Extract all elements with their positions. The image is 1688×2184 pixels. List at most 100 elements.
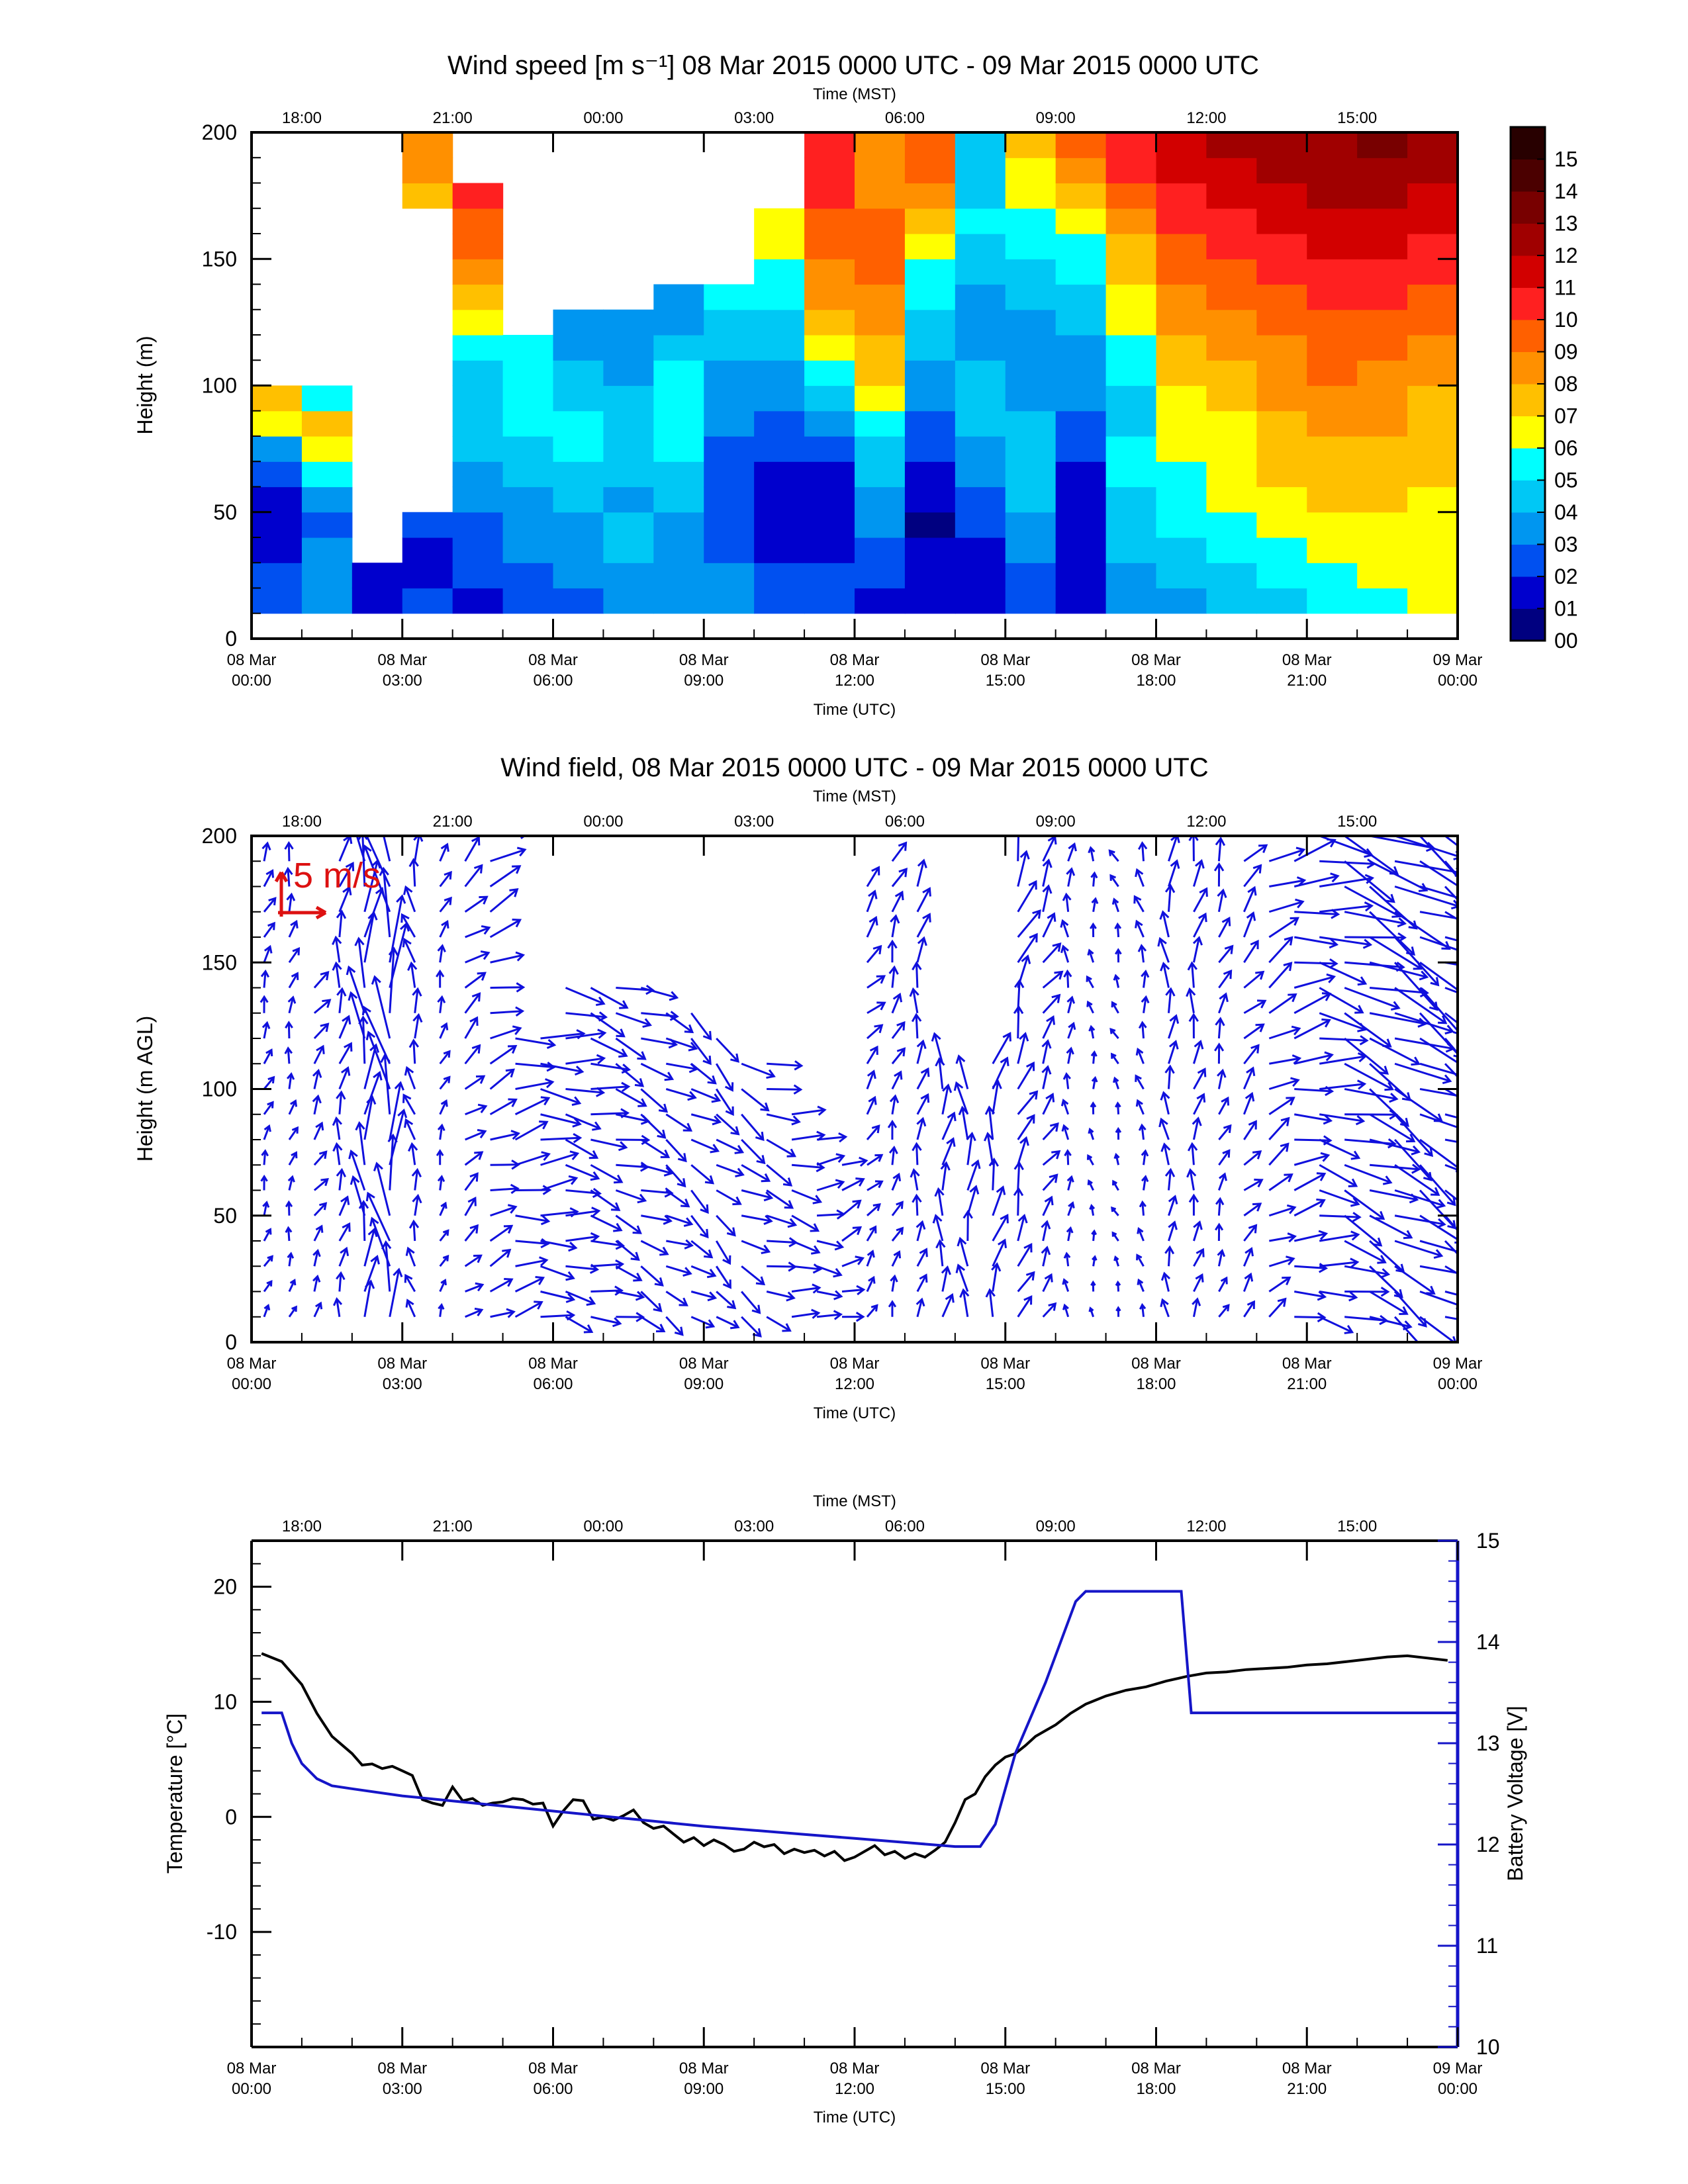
wind-arrow-head <box>724 1082 734 1092</box>
wind-speed-cell <box>704 335 755 361</box>
wind-arrow <box>1393 936 1439 986</box>
wind-arrow-head <box>1041 1246 1051 1255</box>
wind-arrow-head <box>469 1224 479 1234</box>
wind-arrow <box>1192 1118 1199 1140</box>
wind-speed-cell <box>1407 563 1458 589</box>
wind-speed-cell <box>452 183 504 209</box>
wind-arrow-head <box>1429 1001 1438 1011</box>
wind-arrow <box>816 1265 841 1276</box>
wind-arrow <box>439 1279 446 1293</box>
wind-speed-xlabel: Time (UTC) <box>814 701 896 719</box>
wind-arrow-head <box>404 1066 414 1076</box>
x-tick-label-date: 09 Mar <box>1433 651 1483 669</box>
wind-speed-cell <box>1407 436 1458 462</box>
wind-arrow <box>465 1283 483 1293</box>
y-tick-label: 100 <box>202 1077 237 1101</box>
wind-field-arrows <box>259 836 1511 1342</box>
wind-arrow-head <box>394 1081 404 1091</box>
wind-arrow-head <box>292 947 301 956</box>
wind-speed-cell <box>955 132 1006 158</box>
wind-arrow-head <box>888 1300 897 1308</box>
wind-arrow <box>1243 971 1264 989</box>
wind-arrow-head <box>348 991 358 1001</box>
wind-arrow <box>414 1015 420 1039</box>
wind-arrow-head <box>1320 1152 1331 1162</box>
wind-arrow-head <box>1019 850 1030 860</box>
wind-arrow <box>690 1012 712 1040</box>
wind-arrow <box>1042 913 1055 938</box>
wind-arrow <box>515 1153 549 1166</box>
wind-speed-cell <box>1206 309 1257 336</box>
wind-arrow-head <box>922 913 931 923</box>
wind-arrow <box>916 913 931 938</box>
wind-speed-cell <box>754 309 805 336</box>
wind-arrow-head <box>1246 1300 1256 1309</box>
wind-arrow-head <box>440 1022 449 1030</box>
wind-speed-cell <box>452 335 504 361</box>
wind-arrow-head <box>1430 1187 1440 1196</box>
wind-arrow <box>403 938 416 963</box>
wind-arrow-head <box>1214 1042 1225 1052</box>
wind-arrow-head <box>810 1223 820 1232</box>
wind-arrow-head <box>1221 916 1231 927</box>
wind-arrow <box>1419 1316 1456 1342</box>
wind-speed-cell <box>904 259 956 285</box>
wind-arrow <box>489 865 520 887</box>
wind-arrow <box>640 1163 673 1175</box>
wind-speed-cell <box>1256 588 1307 614</box>
wind-arrow <box>791 1214 819 1232</box>
wind-arrow-head <box>1411 1163 1421 1174</box>
wind-arrow <box>288 1176 294 1191</box>
wind-arrow-head <box>852 1199 862 1209</box>
wind-speed-cell <box>1206 360 1257 387</box>
wind-arrow-head <box>342 1222 351 1232</box>
wind-arrow <box>841 1178 865 1191</box>
wind-arrow-head <box>1029 933 1038 942</box>
wind-arrow-head <box>1255 970 1265 980</box>
wind-arrow-head <box>896 1021 906 1031</box>
wind-arrow-head <box>707 1075 717 1085</box>
wind-arrow <box>1017 956 1029 988</box>
mst-tick-label: 09:00 <box>1036 813 1076 831</box>
wind-speed-cell <box>754 512 805 538</box>
wind-arrow <box>1293 1019 1331 1040</box>
wind-arrow-head <box>590 1232 600 1243</box>
wind-speed-cell <box>1156 259 1207 285</box>
wind-arrow-head <box>868 915 878 926</box>
wind-speed-cell <box>402 132 453 158</box>
wind-arrow <box>938 1058 944 1089</box>
wind-arrow-head <box>1113 1076 1119 1083</box>
wind-speed-cell <box>1055 234 1107 259</box>
wind-speed-cell <box>1357 259 1408 285</box>
wind-arrow-head <box>835 1153 846 1163</box>
wind-arrow-head <box>592 1187 602 1199</box>
wind-arrow <box>1067 868 1073 887</box>
wind-arrow <box>465 927 490 938</box>
wind-arrow-head <box>285 1200 293 1208</box>
wind-speed-cell <box>1156 537 1207 563</box>
wind-arrow <box>962 1290 969 1317</box>
wind-arrow <box>640 987 677 999</box>
wind-arrow <box>741 1189 772 1199</box>
wind-arrow-head <box>1438 1015 1448 1024</box>
wind-arrow-head <box>1113 1255 1119 1261</box>
wind-arrow-head <box>782 1323 792 1332</box>
x-tick-label-date: 08 Mar <box>1282 651 1332 669</box>
wind-arrow <box>1017 836 1020 862</box>
y-tick-label: 14 <box>1476 1630 1500 1654</box>
wind-arrow-head <box>1504 969 1511 978</box>
wind-arrow-head <box>400 913 410 923</box>
x-tick-label-date: 08 Mar <box>679 1355 729 1373</box>
wind-arrow-head <box>404 1118 414 1128</box>
wind-arrow <box>363 1072 381 1115</box>
wind-arrow-head <box>1002 1032 1011 1042</box>
wind-speed-cell <box>402 512 453 538</box>
wind-arrow <box>1419 1240 1458 1253</box>
wind-arrow <box>1243 1150 1262 1166</box>
wind-arrow <box>414 1195 419 1216</box>
wind-arrow-head <box>479 895 489 905</box>
wind-speed-cell <box>804 183 855 209</box>
wind-arrow <box>288 921 298 938</box>
wind-arrow <box>867 975 885 989</box>
wind-arrow-head <box>405 1298 414 1308</box>
